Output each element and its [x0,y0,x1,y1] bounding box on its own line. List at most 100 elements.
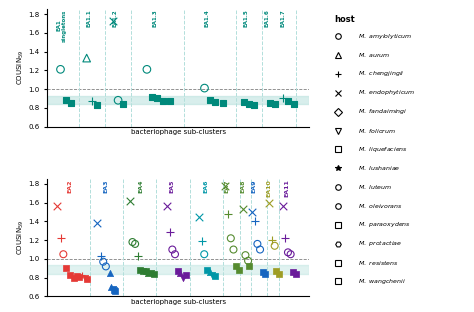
Point [111,288,119,293]
Point [169,247,176,252]
Point [251,219,258,224]
Point [81,275,89,280]
Y-axis label: COUSIN$_{59}$: COUSIN$_{59}$ [16,220,26,255]
Point [248,210,256,215]
Point [282,236,289,241]
Point [195,214,203,219]
Point [73,273,81,278]
Text: EA4: EA4 [138,179,143,193]
Text: $\it{M.\ protactiae}$: $\it{M.\ protactiae}$ [358,239,402,248]
Point [240,100,247,105]
Point [259,270,266,275]
Text: EA11: EA11 [284,179,289,197]
Point [57,236,64,241]
Point [244,258,252,263]
Point [166,229,173,234]
Point [211,100,219,105]
Text: host: host [334,15,355,24]
Point [174,269,182,274]
Point [290,101,297,106]
Text: $\it{M.\ chengjingii}$: $\it{M.\ chengjingii}$ [358,70,405,78]
Point [154,96,161,101]
Point [167,99,174,104]
Point [145,271,152,275]
Text: $\it{M.\ endophyticum}$: $\it{M.\ endophyticum}$ [358,88,415,97]
Text: EA1.3: EA1.3 [152,9,157,27]
Point [211,273,219,278]
Point [262,271,269,276]
Point [100,259,107,264]
Point [102,264,109,269]
Text: EA10: EA10 [267,179,272,197]
Point [198,239,205,244]
Text: EA1.5: EA1.5 [244,9,249,27]
Point [75,274,83,279]
Point [139,269,147,274]
Text: EA1.2: EA1.2 [113,9,118,27]
Point [279,204,286,209]
Text: $\it{M.\ aurum}$: $\it{M.\ aurum}$ [358,51,391,59]
Text: EA1.1: EA1.1 [87,9,92,27]
Point [147,271,155,275]
Point [279,96,287,101]
Point [148,94,156,99]
Point [108,285,115,290]
Point [67,100,75,105]
Point [179,275,187,280]
Point [232,264,240,269]
Point [242,253,249,258]
Point [119,101,127,106]
Point [292,271,300,276]
Point [137,268,144,273]
Point [239,207,246,212]
Text: $\it{M.\ lushaniae}$: $\it{M.\ lushaniae}$ [358,164,401,172]
Text: $\it{M.\ resistens}$: $\it{M.\ resistens}$ [358,259,399,267]
Text: EA6: EA6 [203,179,208,193]
Point [203,268,210,273]
Point [142,269,149,274]
Point [53,204,61,209]
Point [246,264,253,269]
Point [128,240,136,245]
Point [272,101,279,106]
Point [106,271,114,275]
Point [268,238,276,243]
Text: EA1.4: EA1.4 [205,9,210,27]
Point [284,99,292,104]
X-axis label: bacteriophage sub-clusters: bacteriophage sub-clusters [131,299,226,305]
Point [265,200,273,205]
Point [83,276,91,281]
Text: EA2: EA2 [67,179,73,193]
Point [131,241,139,246]
Point [206,270,213,275]
Point [126,198,134,203]
Text: EA1.7: EA1.7 [281,9,285,27]
Point [201,85,208,90]
Text: $\it{M.\ foliorum}$: $\it{M.\ foliorum}$ [358,127,396,134]
Text: EA8: EA8 [240,179,245,193]
Point [62,266,70,271]
Point [150,271,157,276]
Point [290,270,297,275]
Point [201,252,208,257]
Point [93,221,100,226]
Text: EA5: EA5 [170,179,175,193]
Point [176,271,184,275]
Text: $\it{M.\ oleivorans}$: $\it{M.\ oleivorans}$ [358,202,403,210]
Point [222,183,229,188]
Point [219,100,227,105]
Point [78,272,86,277]
Point [256,247,264,252]
Point [62,98,70,103]
Point [159,99,166,104]
Point [271,243,278,248]
Point [57,67,64,72]
Point [109,286,116,291]
Point [143,67,151,72]
Text: EA1.6: EA1.6 [265,9,270,27]
Point [182,272,190,277]
Text: EA1
singletons: EA1 singletons [56,9,67,42]
Point [227,236,235,241]
Point [83,56,91,61]
Text: EA9: EA9 [251,179,256,193]
